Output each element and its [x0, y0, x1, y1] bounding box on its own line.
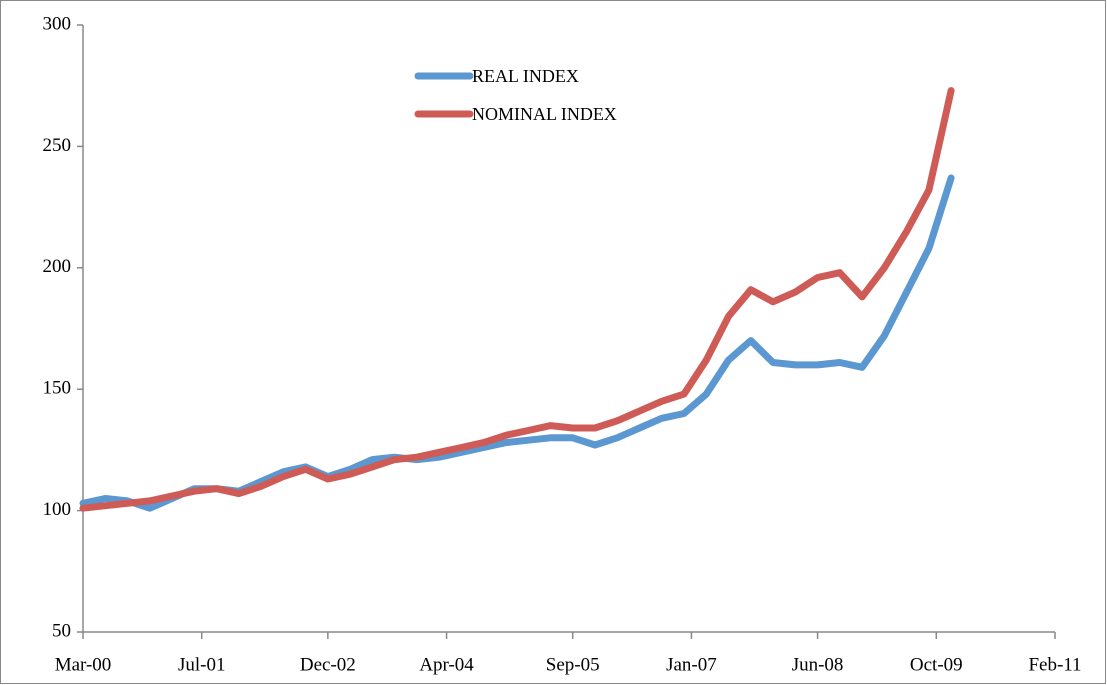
legend-label: REAL INDEX [472, 66, 579, 86]
x-tick-label: Jan-07 [666, 654, 717, 675]
x-tick-label: Apr-04 [419, 654, 474, 675]
y-tick-label: 250 [43, 135, 72, 156]
x-tick-label: Sep-05 [546, 654, 600, 675]
x-tick-label: Oct-09 [910, 654, 963, 675]
x-tick-label: Jul-01 [178, 654, 226, 675]
y-tick-label: 150 [43, 378, 72, 399]
x-tick-label: Dec-02 [300, 654, 356, 675]
y-tick-label: 100 [43, 499, 72, 520]
x-tick-label: Jun-08 [792, 654, 844, 675]
series-line [79, 87, 955, 512]
y-tick-label: 300 [43, 13, 72, 34]
x-tick-label: Mar-00 [55, 654, 112, 675]
y-tick-label: 50 [52, 620, 71, 641]
x-tick-label: Feb-11 [1028, 654, 1081, 675]
legend-label: NOMINAL INDEX [472, 104, 617, 124]
y-tick-label: 200 [43, 256, 72, 277]
